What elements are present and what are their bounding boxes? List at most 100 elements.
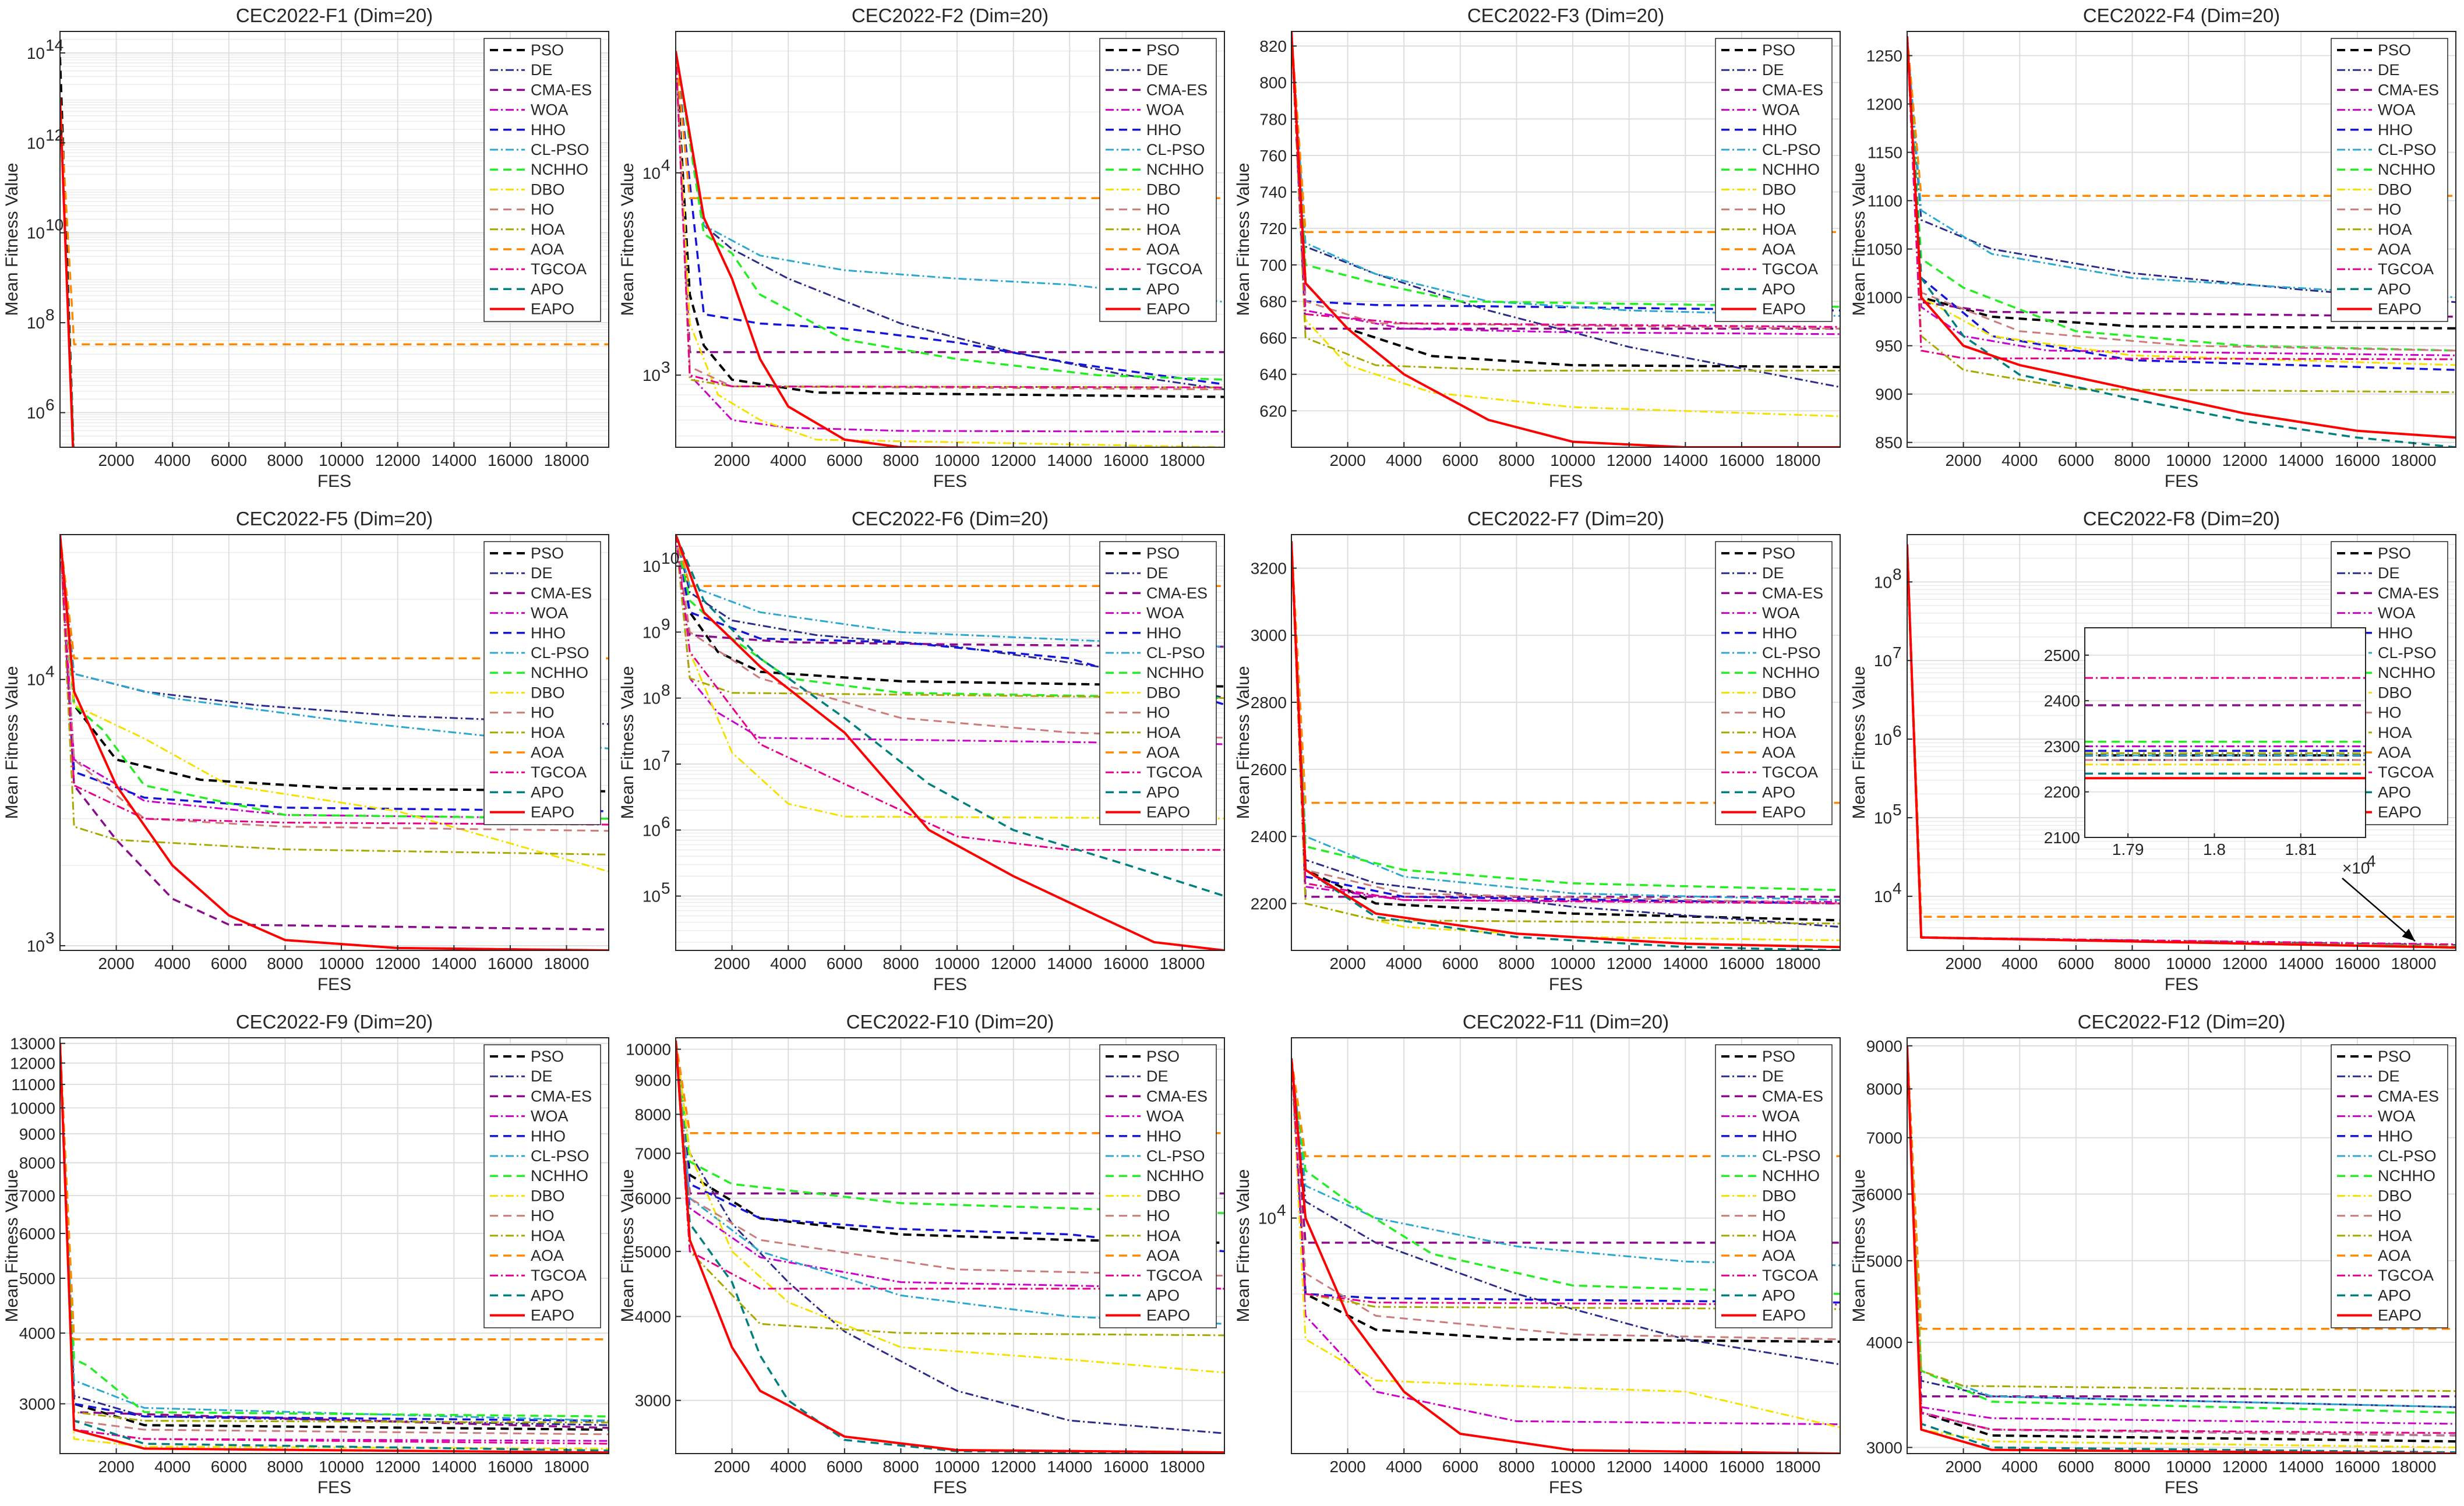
x-tick-label: 14000 (1047, 954, 1092, 973)
legend-label-aoa: AOA (1762, 241, 1795, 258)
legend-label-hho: HHO (1146, 1127, 1181, 1145)
y-axis-label: Mean Fitness Value (2, 1169, 22, 1323)
legend-label-hho: HHO (1146, 121, 1181, 139)
y-tick-label: 10 (27, 937, 45, 955)
axes-frame (1291, 31, 1841, 448)
x-tick-label: 14000 (2278, 451, 2324, 469)
legend-label-tgcoa: TGCOA (1762, 1267, 1818, 1284)
series-group (1291, 31, 1840, 447)
inset-area (2085, 628, 2366, 837)
legend-label-pso: PSO (1146, 545, 1180, 562)
legend-label-cl-pso: CL-PSO (1146, 644, 1205, 662)
chart-title: CEC2022-F7 (Dim=20) (1467, 508, 1664, 529)
series-group (1907, 36, 2456, 447)
legend-label-pso: PSO (1762, 41, 1795, 59)
y-tick-exponent: 7 (661, 747, 670, 765)
legend-label-cma-es: CMA-ES (2378, 584, 2439, 602)
x-axis-label: FES (933, 975, 967, 994)
axes-frame (59, 1037, 609, 1454)
x-tick-label: 12000 (991, 1458, 1036, 1476)
series-group (60, 57, 609, 447)
y-tick-label: 4000 (19, 1324, 55, 1342)
legend-label-pso: PSO (531, 1048, 564, 1065)
series-line-eapo (60, 98, 75, 447)
y-tick-label: 10 (27, 314, 45, 332)
legend-label-apo: APO (1762, 280, 1795, 298)
legend-label-tgcoa: TGCOA (2378, 1267, 2434, 1284)
y-tick-label: 3200 (1251, 560, 1287, 578)
x-axis-label: FES (1549, 975, 1583, 994)
axes-frame (1291, 1037, 1841, 1454)
x-tick-label: 2000 (98, 954, 134, 973)
legend-label-tgcoa: TGCOA (531, 1267, 587, 1284)
y-tick-label: 10 (27, 134, 45, 152)
legend-label-pso: PSO (531, 41, 564, 59)
x-tick-label: 10000 (319, 954, 364, 973)
series-group (676, 51, 1224, 447)
legend-label-aoa: AOA (2378, 1247, 2411, 1264)
series-group (1907, 544, 2456, 949)
legend-label-apo: APO (1146, 280, 1180, 298)
legend: PSO DE CMA-ES WOA HHO CL-PSO NCHHO DBO HO HOA AOA T… (483, 38, 601, 322)
y-tick-label: 10 (643, 755, 661, 773)
legend-label-woa: WOA (1146, 604, 1184, 622)
chart-panel-f6: 2000 4000 6000 8000 10000 12000 14000 16000 1800… (618, 508, 1225, 994)
x-tick-label: 12000 (2222, 954, 2268, 973)
y-tick-label: 3000 (635, 1392, 671, 1410)
series-line-aoa (676, 1040, 1224, 1134)
y-axis-label: Mean Fitness Value (1849, 1169, 1869, 1323)
legend-label-dbo: DBO (1146, 1187, 1181, 1204)
y-tick-label: 10 (27, 44, 45, 62)
x-tick-label: 6000 (211, 1458, 247, 1476)
x-tick-label: 4000 (154, 451, 190, 469)
x-tick-label: 10000 (934, 1458, 980, 1476)
chart-panel-f5: 2000 4000 6000 8000 10000 12000 14000 16000 1800… (2, 508, 609, 994)
legend-label-de: DE (1146, 1067, 1169, 1085)
x-tick-label: 4000 (154, 1458, 190, 1476)
chart-title: CEC2022-F12 (Dim=20) (2078, 1011, 2286, 1033)
legend-label-dbo: DBO (1762, 684, 1796, 701)
x-tick-label: 8000 (2114, 1458, 2150, 1476)
series-line-aoa (1291, 1058, 1840, 1157)
legend-label-apo: APO (531, 1286, 564, 1304)
legend-label-hoa: HOA (531, 724, 565, 741)
inset-y-tick-label: 2400 (2044, 692, 2080, 710)
x-tick-label: 6000 (1442, 1458, 1478, 1476)
x-tick-label: 12000 (1607, 954, 1652, 973)
legend-label-eapo: EAPO (531, 301, 574, 318)
y-tick-exponent: 8 (45, 306, 55, 324)
x-tick-label: 16000 (2335, 954, 2380, 973)
y-tick-label: 720 (1259, 220, 1287, 238)
series-line-nchho (60, 535, 609, 820)
chart-title: CEC2022-F3 (Dim=20) (1467, 5, 1664, 26)
y-tick-exponent: 3 (661, 358, 670, 376)
legend-label-woa: WOA (531, 101, 569, 119)
legend-label-hoa: HOA (1762, 221, 1796, 238)
y-tick-label: 10 (1874, 809, 1892, 827)
legend-box (1099, 38, 1217, 322)
x-tick-label: 8000 (267, 954, 303, 973)
series-group (1291, 541, 1840, 950)
series-line-eapo (1291, 541, 1840, 949)
legend: PSO DE CMA-ES WOA HHO CL-PSO NCHHO DBO HO HOA AOA T… (1715, 38, 1833, 322)
legend-label-dbo: DBO (531, 1187, 565, 1204)
series-line-eapo (1907, 1045, 2456, 1454)
series-line-cl-pso (676, 535, 1224, 648)
axes-frame (1291, 534, 1841, 951)
legend-label-hho: HHO (2378, 121, 2413, 139)
legend-label-nchho: NCHHO (1762, 664, 1820, 681)
legend-label-tgcoa: TGCOA (1146, 260, 1202, 278)
y-tick-label: 1150 (1868, 144, 1902, 162)
y-tick-label: 5000 (1866, 1252, 1902, 1270)
legend-label-aoa: AOA (1762, 744, 1795, 761)
chart-title: CEC2022-F9 (Dim=20) (236, 1011, 433, 1033)
x-tick-label: 4000 (1386, 954, 1422, 973)
x-tick-label: 16000 (1719, 1458, 1764, 1476)
legend-label-woa: WOA (1146, 1108, 1184, 1125)
y-tick-label: 9000 (19, 1125, 55, 1143)
series-line-nchho (1291, 1058, 1840, 1295)
x-tick-label: 12000 (2222, 1458, 2268, 1476)
x-tick-label: 4000 (1386, 1458, 1422, 1476)
legend-label-eapo: EAPO (2378, 804, 2421, 821)
legend-label-cl-pso: CL-PSO (531, 644, 589, 662)
